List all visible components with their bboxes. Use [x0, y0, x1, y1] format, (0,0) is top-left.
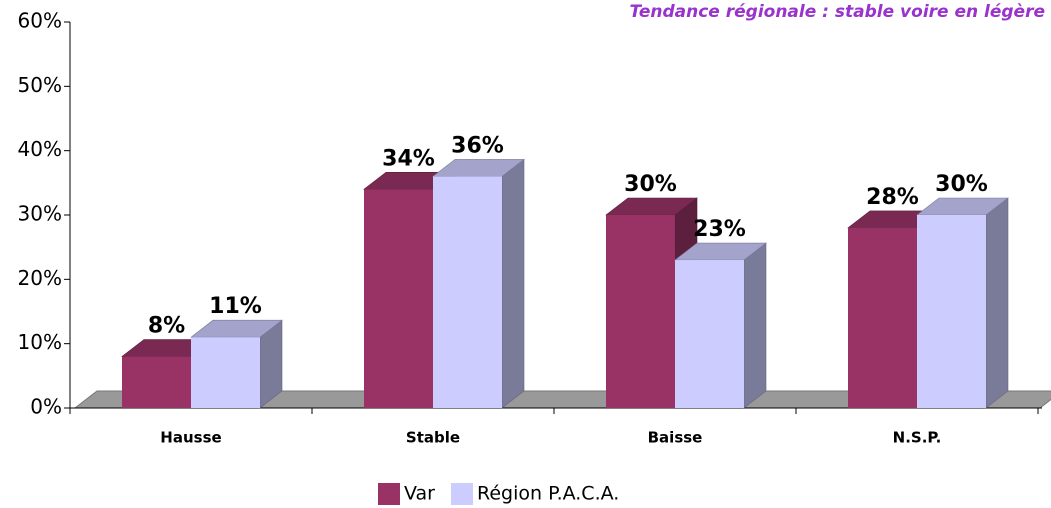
y-tick-label: 0% [30, 395, 62, 419]
chart-title: Tendance régionale : stable voire en lég… [629, 2, 1045, 22]
bar [432, 158, 525, 409]
data-label: 23% [693, 217, 746, 242]
legend-label: Var [404, 483, 435, 505]
legend-swatch [378, 483, 400, 505]
y-tick-label: 40% [18, 137, 62, 161]
y-tick-label: 20% [18, 266, 62, 290]
bar-front [364, 189, 433, 408]
legend-label: Région P.A.C.A. [477, 483, 619, 505]
bar-front [848, 227, 917, 408]
y-tick-label: 60% [18, 9, 62, 33]
bar-front [433, 176, 502, 408]
data-label: 34% [382, 146, 435, 171]
bar [674, 242, 767, 409]
y-tick-label: 10% [18, 330, 62, 354]
bar-side [501, 158, 525, 409]
bar-side [743, 242, 767, 409]
bar-side [985, 197, 1009, 409]
bar-front [675, 260, 744, 408]
x-tick-label: Stable [406, 429, 460, 447]
x-tick-label: Baisse [648, 429, 703, 447]
bar [916, 197, 1009, 409]
x-tick-label: N.S.P. [893, 429, 942, 447]
x-tick-label: Hausse [160, 429, 221, 447]
data-label: 30% [624, 172, 677, 197]
y-tick-label: 30% [18, 202, 62, 226]
bar [190, 319, 283, 409]
bar-front [917, 215, 986, 408]
data-label: 30% [935, 172, 988, 197]
bar-front [122, 356, 191, 408]
bar-front [191, 337, 260, 408]
bar-front [606, 215, 675, 408]
data-label: 36% [451, 133, 504, 158]
data-label: 11% [209, 294, 262, 319]
legend-swatch [450, 483, 473, 505]
data-label: 28% [866, 185, 919, 210]
data-label: 8% [148, 314, 185, 339]
y-tick-label: 50% [18, 73, 62, 97]
